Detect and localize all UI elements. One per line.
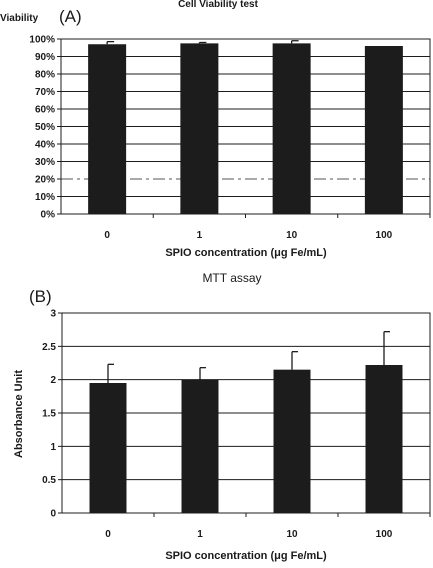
chart-a-xlabel: SPIO concentration (μg Fe/mL)	[165, 247, 327, 259]
chart-a-ytick-label: 70%	[35, 87, 55, 98]
chart-b-category-label: 10	[286, 529, 298, 540]
chart-a-ytick-label: 30%	[35, 157, 55, 168]
chart-b-title: MTT assay	[202, 271, 261, 285]
chart-a-ytick-label: 50%	[35, 122, 55, 133]
chart-a-category-label: 1	[197, 230, 203, 241]
chart-b-ytick-label: 1	[50, 442, 56, 453]
chart-b-ytick-label: 0	[50, 509, 56, 520]
chart-b-ylabel: Absorbance Unit	[13, 370, 25, 458]
chart-b-panel-label: (B)	[29, 287, 52, 306]
chart-b-category-label: 100	[376, 529, 393, 540]
chart-a-category-label: 0	[104, 230, 110, 241]
chart-a-bar	[180, 43, 219, 214]
chart-b-bar	[89, 383, 127, 513]
chart-b-ytick-label: 1.5	[42, 409, 56, 420]
chart-a-panel-label: (A)	[59, 7, 82, 26]
chart-b-bar	[365, 365, 403, 513]
chart-a-category-label: 10	[286, 230, 298, 241]
chart-a-bar	[364, 46, 403, 214]
chart-a-ytick-label: 80%	[35, 70, 55, 81]
chart-b-bar	[181, 379, 219, 513]
chart-a-ylabel: Viability	[0, 13, 39, 24]
chart-b-category-label: 1	[197, 529, 203, 540]
chart-b-ytick-label: 0.5	[42, 475, 56, 486]
chart-a-ytick-label: 10%	[35, 192, 55, 203]
chart-a-ytick-label: 20%	[35, 175, 55, 186]
chart-a-ytick-label: 0%	[41, 210, 56, 221]
chart-a-plot: 0% 10% 20% 30% 40% 50% 60% 70% 80% 90% 100% 0 1 10 100	[29, 35, 431, 241]
chart-a-ytick-label: 40%	[35, 140, 55, 151]
chart-a-ytick-label: 90%	[35, 52, 55, 63]
chart-a-ytick-label: 60%	[35, 105, 55, 116]
chart-b-xlabel: SPIO concentration (μg Fe/mL)	[165, 550, 327, 562]
chart-a-title: Cell Viability test	[178, 0, 259, 10]
chart-b-ytick-label: 3	[50, 309, 56, 320]
chart-a-ytick-label: 100%	[29, 35, 55, 46]
chart-b-plot: 0 0.5 1 1.5 2 2.5 3 0 1 10 100	[42, 309, 431, 540]
chart-b-bar	[273, 369, 311, 513]
chart-b-category-label: 0	[105, 529, 111, 540]
chart-a-category-label: 100	[376, 230, 393, 241]
chart-b-ytick-label: 2.5	[42, 342, 56, 353]
chart-b-ytick-label: 2	[50, 375, 56, 386]
chart-a-bar	[272, 43, 311, 214]
chart-a-bar	[88, 44, 127, 214]
